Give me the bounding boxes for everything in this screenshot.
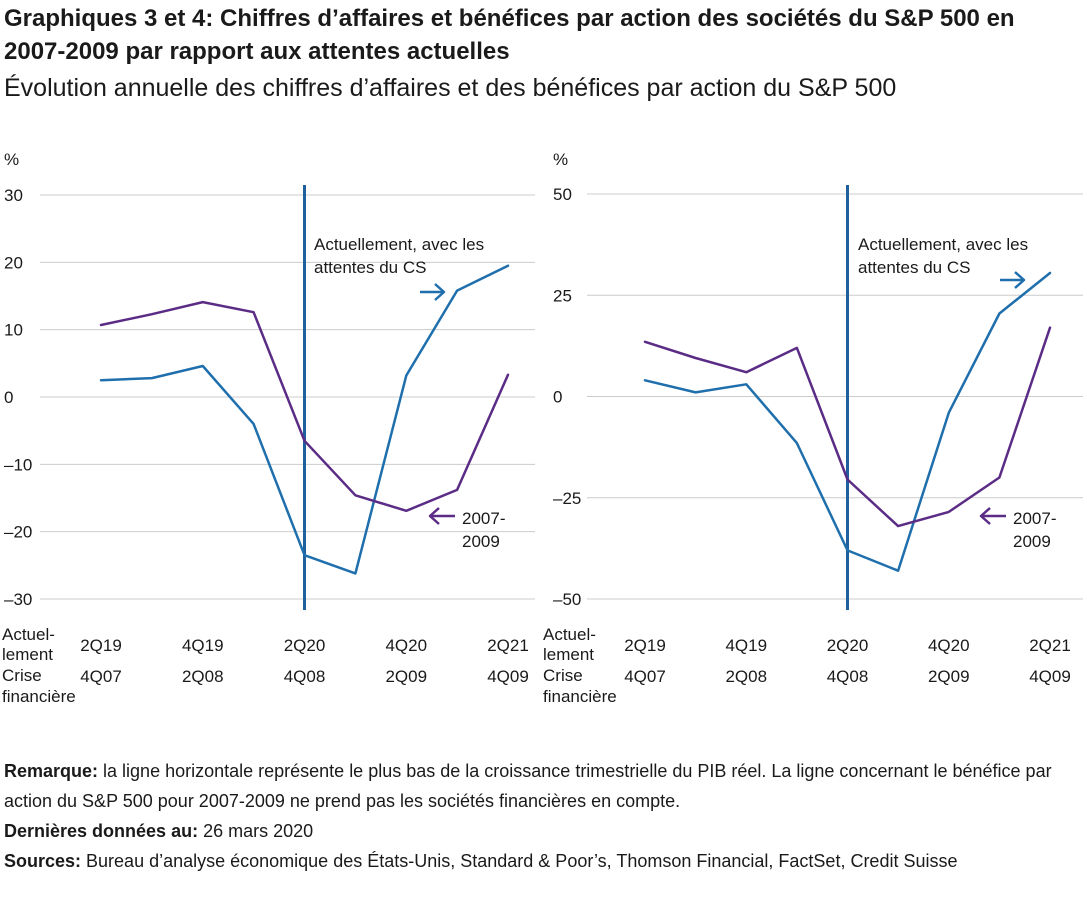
y-axis-unit-label: %	[4, 150, 19, 169]
y-tick-label: 50	[553, 185, 572, 204]
x-row-label-crisis: Crise	[543, 666, 583, 685]
chart-subtitle: Évolution annuelle des chiffres d’affair…	[4, 74, 897, 102]
remark-label: Remarque:	[4, 761, 99, 781]
y-tick-label: 30	[4, 186, 23, 205]
chart-notes: Remarque: la ligne horizontale représent…	[4, 756, 1084, 876]
data-date-text: 26 mars 2020	[198, 821, 314, 841]
annotation-arrow-crisis	[979, 507, 991, 525]
x-tick-label-crisis: 4Q07	[80, 667, 122, 686]
y-tick-label: –10	[4, 455, 32, 474]
y-tick-label: 0	[4, 388, 13, 407]
annotation-crisis: 2009	[462, 532, 500, 551]
y-tick-label: –30	[4, 590, 32, 609]
x-tick-label-current: 2Q19	[624, 636, 666, 655]
y-tick-label: 10	[4, 321, 23, 340]
x-row-label-crisis: Crise	[2, 666, 42, 685]
sources-text: Bureau d’analyse économique des États-Un…	[81, 851, 958, 871]
annotation-arrow-crisis	[428, 507, 440, 525]
x-tick-label-crisis: 2Q09	[385, 667, 427, 686]
x-tick-label-current: 2Q20	[284, 636, 326, 655]
annotation-crisis: 2009	[1013, 532, 1051, 551]
x-tick-label-crisis: 4Q08	[827, 667, 869, 686]
revenue-chart: % 30 20 10 0 –10 –20 –30 Actuellement, avec les a…	[2, 150, 535, 706]
x-row-label-crisis: financière	[543, 687, 617, 706]
x-tick-label-current: 4Q20	[928, 636, 970, 655]
annotation-current: Actuellement, avec les	[314, 235, 484, 254]
eps-chart: % 50 25 0 –25 –50 Actuellement, avec les attent…	[543, 150, 1083, 706]
y-tick-label: –20	[4, 523, 32, 542]
x-tick-label-current: 4Q19	[725, 636, 767, 655]
x-tick-label-crisis: 4Q09	[1029, 667, 1071, 686]
x-row-label-current: Actuel-	[2, 625, 55, 644]
y-tick-label: 0	[553, 388, 562, 407]
x-tick-label-current: 2Q21	[1029, 636, 1071, 655]
chart-title: Graphiques 3 et 4: Chiffres d’affaires e…	[4, 5, 1015, 65]
annotation-current: attentes du CS	[858, 258, 970, 277]
x-tick-label-crisis: 2Q09	[928, 667, 970, 686]
remark-text: la ligne horizontale représente le plus …	[4, 761, 1052, 811]
annotation-arrow-current	[434, 283, 446, 301]
x-tick-label-crisis: 2Q08	[725, 667, 767, 686]
annotation-crisis: 2007-	[1013, 509, 1056, 528]
data-date-label: Dernières données au:	[4, 821, 199, 841]
x-row-label-current: lement	[2, 645, 53, 664]
y-tick-label: –25	[553, 489, 581, 508]
x-tick-label-crisis: 4Q09	[487, 667, 529, 686]
x-row-label-current: lement	[543, 645, 594, 664]
annotation-current: Actuellement, avec les	[858, 235, 1028, 254]
x-tick-label-current: 4Q20	[385, 636, 427, 655]
annotation-crisis: 2007-	[462, 509, 505, 528]
x-tick-label-current: 2Q20	[827, 636, 869, 655]
x-tick-label-crisis: 4Q07	[624, 667, 666, 686]
x-tick-label-crisis: 4Q08	[284, 667, 326, 686]
sources-note: Sources: Bureau d’analyse économique des…	[4, 846, 1084, 876]
x-tick-label-current: 2Q19	[80, 636, 122, 655]
x-row-label-crisis: financière	[2, 687, 76, 706]
x-row-label-current: Actuel-	[543, 625, 596, 644]
annotation-current: attentes du CS	[314, 258, 426, 277]
remark-note: Remarque: la ligne horizontale représent…	[4, 756, 1084, 816]
x-tick-label-current: 2Q21	[487, 636, 529, 655]
y-tick-label: –50	[553, 590, 581, 609]
x-tick-label-current: 4Q19	[182, 636, 224, 655]
y-tick-label: 20	[4, 253, 23, 272]
y-tick-label: 25	[553, 286, 572, 305]
annotation-arrow-current	[1014, 271, 1026, 289]
sources-label: Sources:	[4, 851, 82, 871]
data-date-note: Dernières données au: 26 mars 2020	[4, 816, 1084, 846]
y-axis-unit-label: %	[553, 150, 568, 169]
x-tick-label-crisis: 2Q08	[182, 667, 224, 686]
